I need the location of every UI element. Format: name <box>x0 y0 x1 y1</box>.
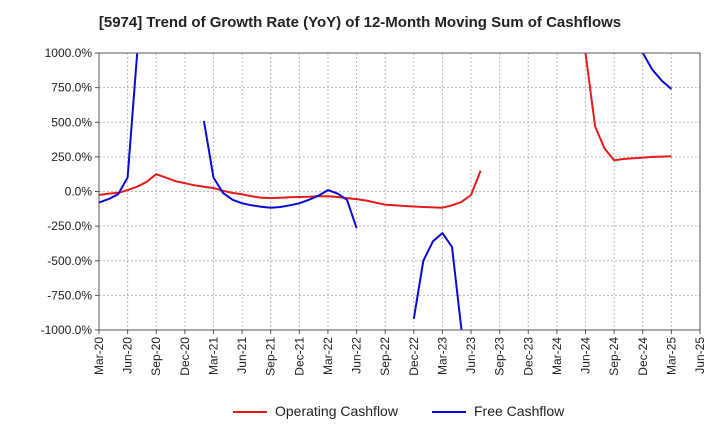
x-tick-label: Dec-20 <box>178 337 192 376</box>
x-tick-label: Jun-24 <box>579 337 593 374</box>
x-tick-label: Jun-21 <box>235 337 249 374</box>
series-line-free <box>641 53 673 90</box>
y-tick-label: -500.0% <box>47 254 92 268</box>
y-tick-label: -750.0% <box>47 288 92 302</box>
x-tick-label: Jun-25 <box>693 337 707 374</box>
legend-operating-cashflow: Operating Cashflow <box>233 403 398 419</box>
x-tick-label: Sep-22 <box>378 337 392 376</box>
x-tick-label: Jun-20 <box>121 337 135 374</box>
series-layer <box>99 53 673 330</box>
y-tick-label: 0.0% <box>65 185 93 199</box>
x-tick-label: Mar-24 <box>550 337 564 375</box>
grid-layer <box>98 52 701 331</box>
series-line-operating <box>99 170 482 209</box>
legend-swatch-free <box>432 411 466 414</box>
series-line-free <box>99 53 139 204</box>
x-tick-label: Mar-23 <box>435 337 449 375</box>
x-tick-label: Sep-21 <box>264 337 278 376</box>
x-tick-label: Dec-24 <box>636 337 650 376</box>
y-tick-label: -250.0% <box>47 219 92 233</box>
y-tick-label: 1000.0% <box>45 46 93 60</box>
series-line-free <box>412 232 463 330</box>
axis-layer: 1000.0% 750.0% 500.0% 250.0% 0.0% -250.0% -500… <box>41 46 707 376</box>
legend-label-operating: Operating Cashflow <box>275 403 398 419</box>
x-tick-label: Mar-22 <box>321 337 335 375</box>
y-tick-label: 750.0% <box>51 81 92 95</box>
x-tick-label: Mar-20 <box>92 337 106 375</box>
y-tick-label: 250.0% <box>51 150 92 164</box>
x-tick-label: Sep-20 <box>149 337 163 376</box>
x-tick-label: Jun-22 <box>350 337 364 374</box>
x-tick-label: Mar-21 <box>206 337 220 375</box>
y-tick-label: -1000.0% <box>41 323 93 337</box>
chart-title: [5974] Trend of Growth Rate (YoY) of 12-… <box>98 14 622 31</box>
legend-free-cashflow: Free Cashflow <box>432 403 564 419</box>
series-line-operating <box>584 53 672 162</box>
x-tick-label: Dec-22 <box>407 337 421 376</box>
series-line-free <box>202 120 358 229</box>
y-tick-label: 500.0% <box>51 115 92 129</box>
legend-label-free: Free Cashflow <box>474 403 565 419</box>
x-tick-label: Sep-23 <box>493 337 507 376</box>
legend-swatch-operating <box>233 411 267 414</box>
x-tick-label: Jun-23 <box>464 337 478 374</box>
x-tick-label: Dec-23 <box>521 337 535 376</box>
x-tick-label: Sep-24 <box>607 337 621 376</box>
x-tick-label: Mar-25 <box>664 337 678 375</box>
x-tick-label: Dec-21 <box>292 337 306 376</box>
